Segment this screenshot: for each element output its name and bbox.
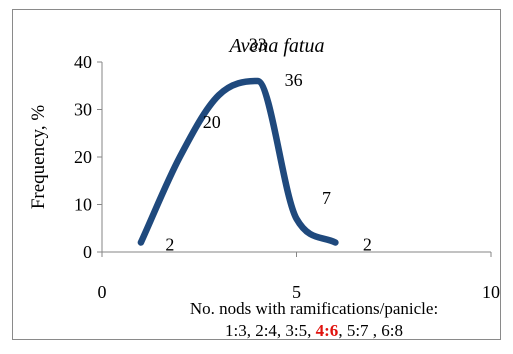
x-tick-label: 10 <box>482 282 500 302</box>
data-label: 33 <box>249 34 267 54</box>
x-axis-label-detail: 1:3, 2:4, 3:5, 4:6, 5:7 , 6:8 <box>225 321 403 340</box>
chart-title: Avena fatua <box>228 35 325 57</box>
data-label: 2 <box>363 235 372 255</box>
x-axis-label: No. nods with ramifications/panicle: <box>190 299 438 318</box>
y-tick-label: 30 <box>74 100 92 120</box>
y-tick-label: 40 <box>74 52 92 72</box>
series-line <box>137 77 339 246</box>
data-label: 20 <box>203 112 221 132</box>
data-label: 36 <box>285 70 303 90</box>
y-tick-label: 0 <box>83 242 92 262</box>
x-tick-label: 5 <box>292 282 301 302</box>
data-label: 2 <box>165 235 174 255</box>
x-label-segment: , 5:7 , 6:8 <box>338 321 403 340</box>
x-label-highlight: 4:6 <box>316 321 339 340</box>
data-label: 7 <box>322 188 331 208</box>
x-axis-ticks: 0 5 10 <box>98 252 500 302</box>
x-label-segment: 1:3, 2:4, 3:5, <box>225 321 316 340</box>
chart-frame <box>12 9 501 340</box>
y-axis-label: Frequency, % <box>28 105 49 209</box>
data-labels: 2 20 33 36 7 2 <box>165 34 372 254</box>
y-tick-label: 10 <box>74 195 92 215</box>
y-axis-ticks: 0 10 20 30 40 <box>74 52 102 262</box>
x-tick-label: 0 <box>98 282 107 302</box>
y-tick-label: 20 <box>74 147 92 167</box>
